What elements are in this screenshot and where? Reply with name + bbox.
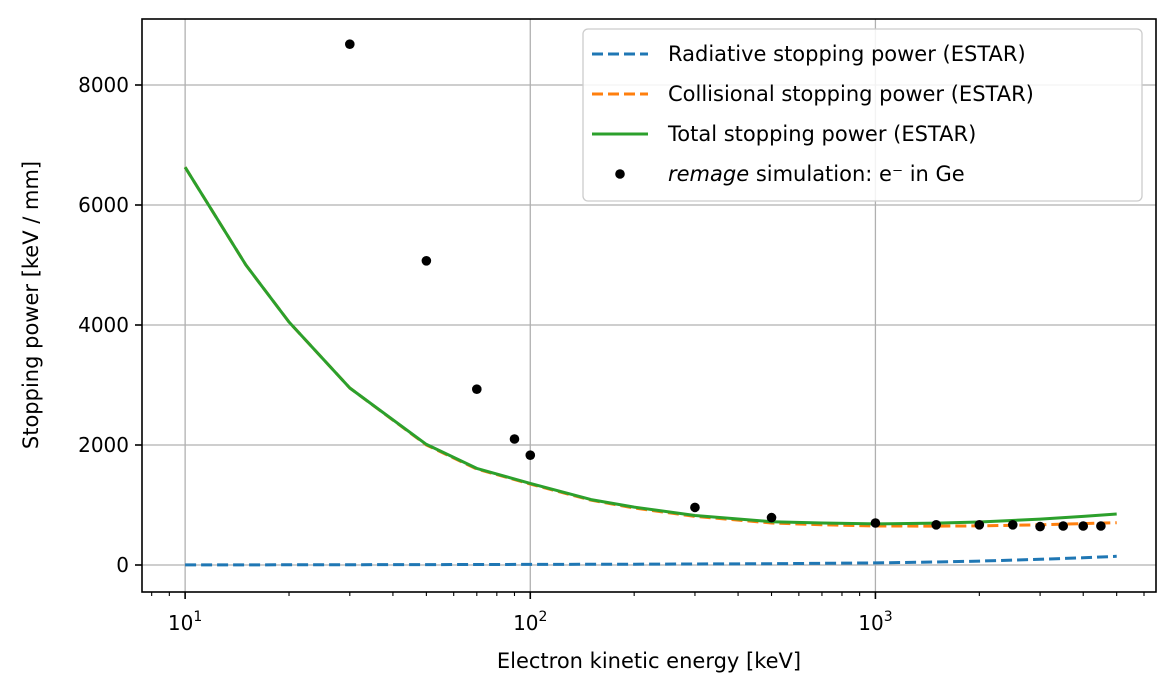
legend: Radiative stopping power (ESTAR) Collisio… [582, 28, 1143, 202]
simulation-point [974, 520, 985, 530]
simulation-point [690, 502, 700, 513]
x-tick-exponent: 2 [539, 609, 548, 625]
simulation-point [1096, 521, 1106, 531]
y-tick-label: 4000 [78, 313, 129, 337]
x-tick-label: 102 [513, 609, 547, 635]
simulation-point [509, 434, 520, 444]
y-tick-label: 8000 [78, 73, 129, 97]
x-tick-label: 103 [858, 609, 892, 635]
x-tick-exponent: 3 [884, 609, 893, 625]
simulation-point [472, 384, 482, 395]
simulation-point [766, 512, 777, 523]
legend-label-collisional: Collisional stopping power (ESTAR) [668, 82, 1034, 106]
legend-marker-simulation [615, 169, 625, 179]
simulation-point [1035, 521, 1045, 532]
x-tick-label: 101 [168, 609, 202, 635]
total-line [183, 166, 1117, 526]
legend-label-total: Total stopping power (ESTAR) [667, 122, 976, 146]
radiative-line [185, 554, 1117, 567]
simulation-point [421, 255, 432, 266]
simulation-point [345, 39, 355, 49]
x-tick-base: 10 [858, 611, 883, 635]
x-tick-base: 10 [168, 611, 193, 635]
x-axis-label: Electron kinetic energy [keV] [497, 649, 801, 673]
series-layer [183, 39, 1117, 567]
y-axis-label: Stopping power [keV / mm] [19, 161, 43, 449]
legend-label-italic: remage [668, 162, 749, 186]
legend-box [582, 28, 1143, 202]
y-tick-label: 0 [116, 553, 129, 577]
simulation-point [525, 450, 536, 461]
simulation-point [1058, 521, 1069, 531]
simulation-point [870, 518, 881, 528]
simulation-point [1007, 520, 1018, 530]
simulation-point [1078, 521, 1089, 531]
x-tick-exponent: 1 [193, 609, 202, 625]
simulation-points [345, 39, 1106, 532]
x-tick-base: 10 [513, 611, 538, 635]
plot-frame [141, 18, 1157, 593]
legend-label-radiative: Radiative stopping power (ESTAR) [668, 42, 1026, 66]
legend-label-simulation: remage simulation: e⁻ in Ge [668, 162, 965, 186]
y-tick-label: 2000 [78, 433, 129, 457]
legend-label-rest: simulation: e⁻ in Ge [749, 162, 965, 186]
y-tick-label: 6000 [78, 193, 129, 217]
simulation-point [931, 520, 942, 530]
